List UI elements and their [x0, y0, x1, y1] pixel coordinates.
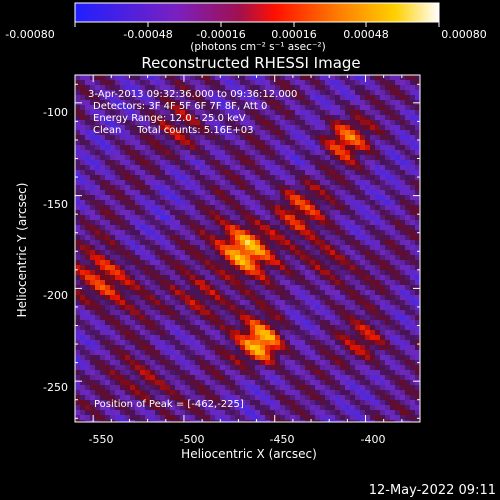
method-counts-annotation: Clean Total counts: 5.16E+03: [93, 125, 253, 136]
x-axis-label: Heliocentric X (arcsec): [181, 447, 317, 461]
x-tick-label: -550: [89, 433, 114, 446]
image-map: [75, 75, 420, 422]
y-tick-label: -200: [43, 289, 68, 302]
colorbar-tick-label: 0.00080: [441, 28, 487, 41]
y-axis-label: Heliocentric Y (arcsec): [15, 183, 29, 318]
x-tick-label: -400: [361, 433, 386, 446]
colorbar-unit-label: (photons cm⁻² s⁻¹ asec⁻²): [190, 41, 325, 53]
x-tick-label: -500: [180, 433, 205, 446]
colorbar-tick-label: -0.00048: [123, 28, 172, 41]
footer-date: 12-May-2022 09:11: [369, 483, 496, 498]
y-tick-label: -100: [43, 106, 68, 119]
colorbar-ticks: [74, 22, 440, 27]
x-tick-label: -450: [270, 433, 295, 446]
colorbar-tick-label: -0.00016: [196, 28, 245, 41]
colorbar: [74, 2, 440, 23]
x-axis-ticks: [92, 75, 403, 422]
y-tick-label: -150: [43, 198, 68, 211]
colorbar-tick-label: 0.00016: [271, 28, 317, 41]
y-axis-ticks: [75, 83, 420, 419]
image-title: Reconstructed RHESSI Image: [141, 54, 360, 72]
peak-position-annotation: Position of Peak = [-462,-225]: [94, 399, 244, 410]
colorbar-tick-label: 0.00048: [343, 28, 389, 41]
plot-frame: [74, 74, 421, 423]
time-range-annotation: 3-Apr-2013 09:32:36.000 to 09:36:12.000: [88, 89, 297, 100]
colorbar-tick-label: -0.00080: [5, 28, 54, 41]
energy-range-annotation: Energy Range: 12.0 - 25.0 keV: [93, 113, 246, 124]
y-tick-label: -250: [43, 381, 68, 394]
detectors-annotation: Detectors: 3F 4F 5F 6F 7F 8F, Att 0: [93, 101, 267, 112]
